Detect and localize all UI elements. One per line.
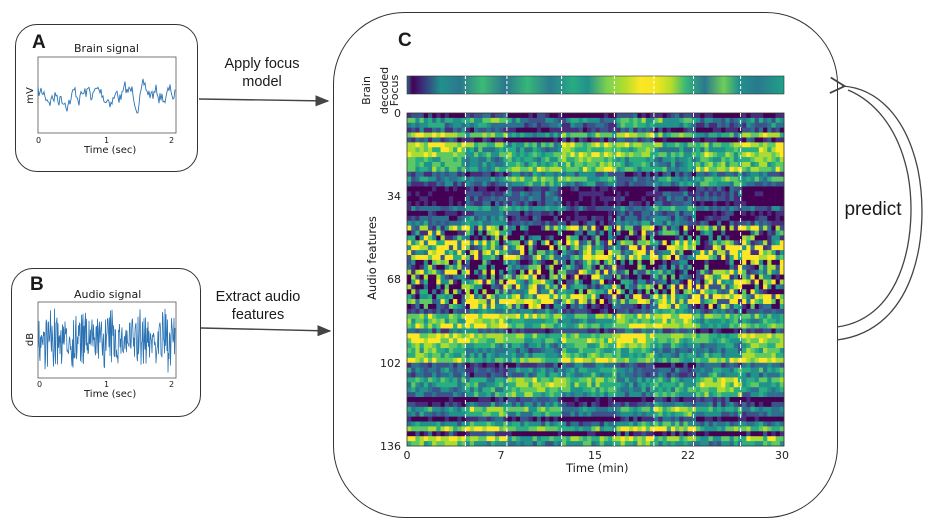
heatmap-xtick-2: 15 <box>588 449 602 462</box>
panel-c-xlabel: Time (min) <box>566 461 629 475</box>
panel-a-title: Brain signal <box>74 42 139 55</box>
heatmap-ytick-1: 34 <box>387 190 401 203</box>
heatmap-ytick-2: 68 <box>387 273 401 286</box>
arrow-b-label-line2: features <box>231 307 285 323</box>
panel-b-xtick-1: 1 <box>104 380 110 389</box>
panel-a-xlabel: Time (sec) <box>84 145 137 156</box>
panel-a-xtick-1: 1 <box>104 136 110 145</box>
panel-c-letter: C <box>398 30 412 51</box>
arrow-b <box>200 325 332 337</box>
heatmap-ytick-3: 102 <box>380 357 401 370</box>
heatmap-ytick-4: 136 <box>380 440 401 453</box>
panel-a-xtick-2: 2 <box>169 136 175 145</box>
arrow-a-label-line1: Apply focus <box>224 56 300 72</box>
heatmap-xtick-1: 7 <box>498 449 505 462</box>
heatmap-ytick-0: 0 <box>394 107 401 120</box>
heatmap-xtick-3: 22 <box>681 449 695 462</box>
panel-b-xtick-2: 2 <box>169 380 175 389</box>
panel-b-xlabel: Time (sec) <box>84 389 137 400</box>
arrow-a <box>198 95 330 107</box>
heatmap-xtick-4: 30 <box>775 449 789 462</box>
audio-signal-plot <box>37 301 177 379</box>
brain-signal-plot <box>37 56 177 134</box>
panel-b-xtick-0: 0 <box>37 380 43 389</box>
panel-b-letter: B <box>30 274 44 295</box>
audio-feature-heatmap: 0 34 68 102 136 0 7 15 22 30 <box>380 107 790 462</box>
panel-b-title: Audio signal <box>74 288 142 301</box>
panel-a-letter: A <box>32 32 46 53</box>
arrow-b-label-line1: Extract audio <box>215 289 301 305</box>
heatmap-xtick-0: 0 <box>404 449 411 462</box>
predict-label: predict <box>844 199 902 220</box>
panel-a-xtick-0: 0 <box>36 136 42 145</box>
arrow-a-label-line2: model <box>242 74 282 90</box>
focus-bar <box>406 75 785 95</box>
y-ticks: 0 34 68 102 136 <box>380 107 401 453</box>
x-ticks: 0 7 15 22 30 <box>404 449 790 462</box>
